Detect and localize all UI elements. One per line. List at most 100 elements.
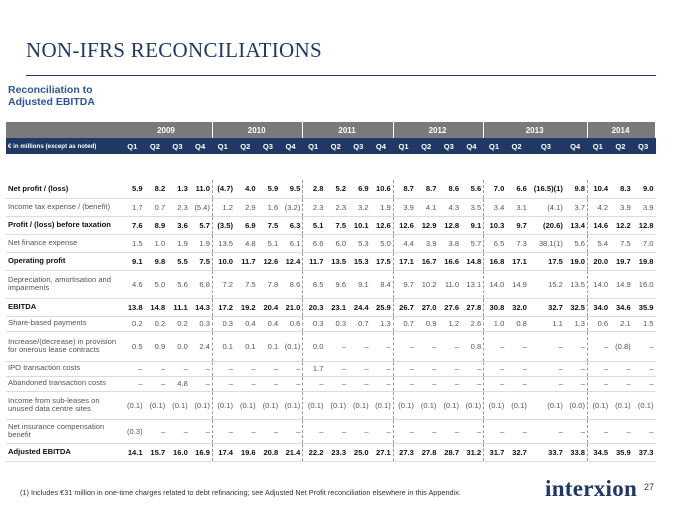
- table-cell: 0.3: [325, 316, 349, 332]
- table-cell: –: [564, 376, 589, 392]
- table-cell: –: [483, 361, 507, 377]
- table-cell: –: [438, 419, 462, 444]
- table-cell: 2.3: [167, 198, 190, 217]
- table-cell: 0.7: [144, 198, 168, 217]
- table-cell: (0.1): [461, 391, 485, 420]
- quarter-header: Q1: [393, 138, 416, 154]
- table-cell: –: [325, 376, 349, 392]
- table-cell: 3.1: [506, 198, 529, 217]
- table-cell: 9.1: [122, 252, 145, 271]
- quarter-header: Q4: [564, 138, 588, 154]
- table-cell: 38.1(1): [528, 234, 565, 253]
- table-cell: 35.9: [632, 298, 656, 317]
- page-number: 27: [644, 482, 655, 492]
- table-cell: 0.0: [302, 331, 326, 362]
- table-cell: 8.6: [280, 270, 304, 299]
- table-cell: 9.8: [144, 252, 168, 271]
- table-cell: 14.3: [189, 298, 213, 317]
- table-cell: 32.0: [506, 298, 529, 317]
- table-cell: 6.6: [506, 180, 529, 199]
- table-cell: –: [144, 419, 168, 444]
- table-cell: –: [189, 361, 213, 377]
- table-cell: –: [393, 331, 416, 362]
- quarter-header: Q3: [632, 138, 656, 154]
- table-cell: –: [632, 419, 656, 444]
- table-row: Income tax expense / (benefit) 1.7 0.7 2.3(…: [6, 198, 656, 217]
- table-cell: 2.1: [610, 316, 633, 332]
- table-cell: 20.4: [257, 298, 281, 317]
- row-label: EBITDA: [6, 298, 123, 317]
- table-cell: 7.5: [610, 234, 633, 253]
- table-cell: (0.1): [189, 391, 213, 420]
- table-cell: 0.0: [167, 331, 190, 362]
- table-cell: 0.3: [189, 316, 213, 332]
- subtitle-line-1: Reconciliation to: [8, 84, 93, 96]
- table-cell: –: [587, 361, 611, 377]
- table-cell: 34.6: [610, 298, 633, 317]
- table-cell: 21.0: [280, 298, 304, 317]
- table-cell: 19.8: [632, 252, 656, 271]
- table-cell: 27.3: [393, 443, 416, 462]
- table-cell: (4.1): [528, 198, 565, 217]
- table-row: Net profit / (loss) 5.9 8.2 1.3 11.0 (4.7) 4.0…: [6, 180, 656, 199]
- table-cell: 1.3: [167, 180, 190, 199]
- table-cell: –: [393, 376, 416, 392]
- table-cell: (0.1): [610, 391, 633, 420]
- table-row: Operating profit 9.1 9.8 5.5 7.5 10.0 11.7 12.6…: [6, 252, 656, 271]
- table-cell: 2.4: [189, 331, 213, 362]
- table-cell: 4.1: [415, 198, 439, 217]
- table-cell: 0.1: [235, 331, 258, 362]
- table-cell: 14.8: [144, 298, 168, 317]
- table-cell: (4.7): [212, 180, 236, 199]
- table-cell: –: [587, 331, 611, 362]
- table-cell: 3.7: [564, 198, 589, 217]
- table-cell: (0.1): [632, 391, 656, 420]
- table-cell: 7.5: [235, 270, 258, 299]
- table-cell: 7.2: [212, 270, 236, 299]
- table-cell: –: [370, 419, 394, 444]
- table-cell: –: [235, 376, 258, 392]
- table-cell: –: [461, 376, 485, 392]
- table-cell: 9.7: [506, 216, 529, 235]
- table-cell: 7.3: [506, 234, 529, 253]
- row-label: Net finance expense: [6, 234, 123, 253]
- quarter-header-row: € in millions (except as noted) Q1 Q2 Q3 Q4…: [6, 138, 656, 154]
- table-cell: 1.0: [483, 316, 507, 332]
- table-cell: 12.4: [280, 252, 304, 271]
- table-cell: 26.7: [393, 298, 416, 317]
- table-cell: 10.2: [415, 270, 439, 299]
- table-cell: 8.2: [144, 180, 168, 199]
- table-cell: 0.6: [587, 316, 611, 332]
- table-cell: 3.9: [610, 198, 633, 217]
- table-cell: 14.0: [483, 270, 507, 299]
- page-title: NON-IFRS RECONCILIATIONS: [26, 38, 322, 62]
- table-cell: 22.2: [302, 443, 326, 462]
- table-cell: 20.8: [257, 443, 281, 462]
- table-cell: (3.5): [212, 216, 236, 235]
- table-cell: –: [257, 376, 281, 392]
- table-cell: 0.3: [302, 316, 326, 332]
- table-cell: –: [212, 376, 236, 392]
- table-cell: 11.1: [167, 298, 190, 317]
- year-header-2009: 2009: [122, 122, 213, 138]
- quarter-header: Q3: [528, 138, 565, 154]
- table-cell: –: [461, 419, 485, 444]
- table-cell: 16.8: [483, 252, 507, 271]
- table-cell: 8.3: [610, 180, 633, 199]
- table-cell: 0.7: [393, 316, 416, 332]
- table-cell: 0.6: [280, 316, 304, 332]
- quarter-header: Q1: [587, 138, 611, 154]
- title-divider: [26, 75, 656, 76]
- table-cell: –: [348, 361, 371, 377]
- table-row: Net finance expense 1.5 1.0 1.9 1.9 13.5 4.8 5.…: [6, 234, 656, 253]
- table-cell: 9.1: [348, 270, 371, 299]
- table-cell: (16.5)(1): [528, 180, 565, 199]
- table-cell: 13.5: [325, 252, 349, 271]
- table-cell: 0.1: [212, 331, 236, 362]
- table-cell: 7.5: [189, 252, 213, 271]
- table-cell: (5.4): [189, 198, 213, 217]
- table-cell: (0.1): [235, 391, 258, 420]
- table-row: Share-based payments 0.2 0.2 0.2 0.3 0.3 0.4 0.…: [6, 316, 656, 332]
- table-cell: 6.3: [280, 216, 304, 235]
- table-cell: 5.6: [461, 180, 485, 199]
